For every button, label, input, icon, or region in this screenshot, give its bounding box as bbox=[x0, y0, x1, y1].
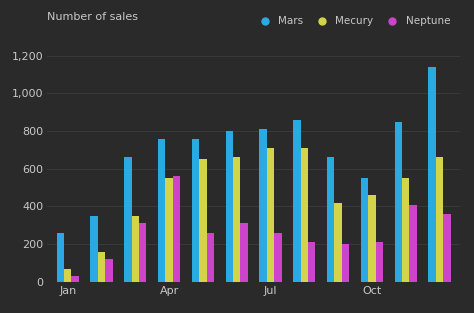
Bar bbox=[199, 159, 207, 282]
Bar bbox=[64, 269, 72, 282]
Bar bbox=[191, 139, 199, 282]
Bar bbox=[293, 120, 301, 282]
Bar bbox=[139, 223, 146, 282]
Legend: Mars, Mecury, Neptune: Mars, Mecury, Neptune bbox=[250, 12, 455, 30]
Bar bbox=[124, 157, 132, 282]
Bar bbox=[368, 195, 375, 282]
Bar bbox=[308, 242, 316, 282]
Bar bbox=[173, 176, 180, 282]
Bar bbox=[342, 244, 349, 282]
Text: Number of sales: Number of sales bbox=[47, 12, 138, 22]
Bar bbox=[410, 204, 417, 282]
Bar bbox=[132, 216, 139, 282]
Bar bbox=[301, 148, 308, 282]
Bar bbox=[91, 216, 98, 282]
Bar bbox=[274, 233, 282, 282]
Bar bbox=[165, 178, 173, 282]
Bar bbox=[98, 252, 105, 282]
Bar bbox=[443, 214, 451, 282]
Bar bbox=[56, 233, 64, 282]
Bar bbox=[105, 259, 113, 282]
Bar bbox=[207, 233, 214, 282]
Bar bbox=[428, 67, 436, 282]
Bar bbox=[259, 129, 267, 282]
Bar bbox=[240, 223, 248, 282]
Bar bbox=[334, 203, 342, 282]
Bar bbox=[375, 242, 383, 282]
Bar bbox=[158, 139, 165, 282]
Bar bbox=[72, 276, 79, 282]
Bar bbox=[402, 178, 410, 282]
Bar bbox=[233, 157, 240, 282]
Bar bbox=[327, 157, 334, 282]
Bar bbox=[436, 157, 443, 282]
Bar bbox=[361, 178, 368, 282]
Bar bbox=[267, 148, 274, 282]
Bar bbox=[226, 131, 233, 282]
Bar bbox=[394, 122, 402, 282]
